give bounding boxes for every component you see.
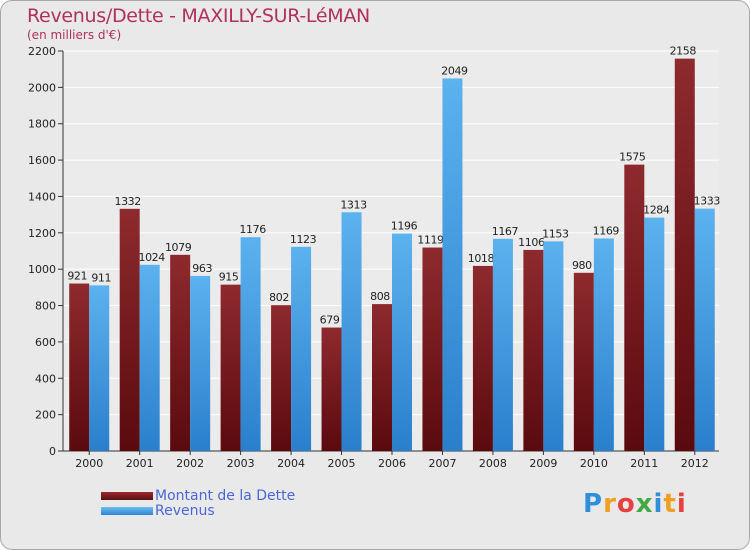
legend-swatch-dette xyxy=(101,492,153,500)
data-label-dette: 980 xyxy=(572,259,592,272)
data-label-revenus: 1196 xyxy=(391,220,418,233)
x-tick-label: 2004 xyxy=(277,457,305,470)
bar-dette xyxy=(69,283,90,451)
data-label-revenus: 1176 xyxy=(239,223,266,236)
x-tick-label: 2003 xyxy=(227,457,255,470)
y-tick-label: 2000 xyxy=(28,81,56,94)
x-tick-label: 2001 xyxy=(126,457,154,470)
y-tick-label: 1200 xyxy=(28,227,56,240)
bar-dette xyxy=(422,247,443,451)
proxiti-logo: Proxiti xyxy=(583,489,687,519)
data-label-revenus: 911 xyxy=(91,271,111,284)
chart-subtitle: (en milliers d'€) xyxy=(27,28,122,42)
data-label-revenus: 1284 xyxy=(643,204,670,217)
bar-dette xyxy=(523,249,544,451)
bar-revenus xyxy=(492,238,513,451)
x-tick-label: 2005 xyxy=(328,457,356,470)
x-tick-label: 2008 xyxy=(479,457,507,470)
data-label-revenus: 1333 xyxy=(694,195,721,208)
x-tick-label: 2000 xyxy=(75,457,103,470)
legend-label-revenus: Revenus xyxy=(155,503,215,519)
data-label-dette: 1575 xyxy=(619,151,646,164)
bar-dette xyxy=(372,304,392,451)
bar-revenus xyxy=(89,285,110,451)
bar-revenus xyxy=(190,275,211,451)
y-tick-label: 0 xyxy=(49,445,56,458)
bar-revenus xyxy=(139,264,160,451)
data-label-revenus: 1024 xyxy=(138,251,165,264)
bar-revenus xyxy=(593,238,614,451)
x-tick-label: 2012 xyxy=(681,457,709,470)
x-tick-label: 2006 xyxy=(378,457,406,470)
bar-dette xyxy=(472,265,493,451)
data-label-dette: 679 xyxy=(320,314,340,327)
y-tick-label: 1800 xyxy=(28,118,56,131)
data-label-revenus: 1153 xyxy=(542,227,569,240)
bar-dette xyxy=(674,58,695,452)
data-label-dette: 1018 xyxy=(468,252,495,265)
y-tick-label: 200 xyxy=(35,409,56,422)
data-label-revenus: 1169 xyxy=(593,224,620,237)
data-label-dette: 921 xyxy=(67,270,87,283)
data-label-revenus: 1167 xyxy=(492,225,519,238)
y-tick-label: 1600 xyxy=(28,154,56,167)
y-tick-label: 600 xyxy=(35,336,56,349)
x-tick-label: 2009 xyxy=(529,457,557,470)
data-label-dette: 808 xyxy=(370,290,390,303)
legend-label-dette: Montant de la Dette xyxy=(155,488,296,504)
y-tick-label: 800 xyxy=(35,300,56,313)
data-label-revenus: 1313 xyxy=(340,198,367,211)
y-tick-label: 1400 xyxy=(28,190,56,203)
bar-revenus xyxy=(644,217,665,451)
bar-dette xyxy=(271,305,292,451)
bar-dette xyxy=(624,164,645,452)
bar-dette xyxy=(119,208,140,451)
data-label-dette: 2158 xyxy=(670,45,697,58)
x-tick-label: 2011 xyxy=(630,457,658,470)
x-tick-label: 2010 xyxy=(580,457,608,470)
data-label-revenus: 1123 xyxy=(290,233,317,246)
bar-dette xyxy=(573,272,594,451)
bar-dette xyxy=(170,254,191,451)
bar-revenus xyxy=(543,241,564,451)
data-label-dette: 1079 xyxy=(165,241,192,254)
x-tick-label: 2007 xyxy=(428,457,456,470)
legend-item-dette: Montant de la Dette xyxy=(101,488,296,504)
bar-revenus xyxy=(392,233,412,451)
x-tick-label: 2002 xyxy=(176,457,204,470)
data-label-dette: 1106 xyxy=(518,236,545,249)
data-label-dette: 802 xyxy=(269,291,289,304)
y-tick-label: 1000 xyxy=(28,263,56,276)
data-label-dette: 915 xyxy=(219,271,239,284)
bar-revenus xyxy=(442,78,463,452)
legend-item-revenus: Revenus xyxy=(101,503,215,519)
legend-swatch-revenus xyxy=(101,507,153,515)
data-label-revenus: 2049 xyxy=(441,64,468,77)
bar-revenus xyxy=(240,237,261,451)
bar-revenus xyxy=(291,246,312,451)
bar-dette xyxy=(321,327,342,451)
bar-revenus xyxy=(341,212,362,451)
y-tick-label: 400 xyxy=(35,372,56,385)
data-label-dette: 1119 xyxy=(417,234,444,247)
bar-dette xyxy=(220,284,241,451)
y-tick-label: 2200 xyxy=(28,45,56,58)
chart-title: Revenus/Dette - MAXILLY-SUR-LéMAN xyxy=(27,5,370,27)
data-label-dette: 1332 xyxy=(114,195,140,208)
data-label-revenus: 963 xyxy=(192,262,212,275)
bar-revenus xyxy=(694,208,715,451)
